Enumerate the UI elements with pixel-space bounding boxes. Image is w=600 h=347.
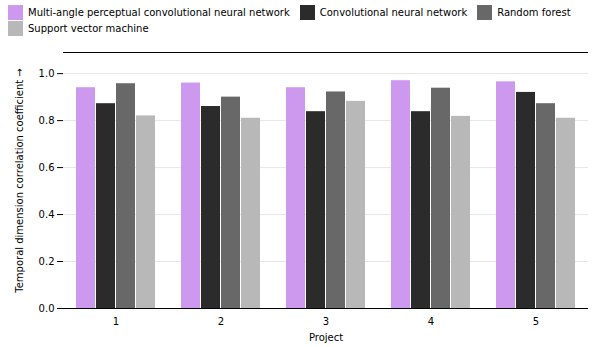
svg-text:5: 5 [533,316,539,327]
html-text:Convolutional neural network: Convolutional neural network [319,6,468,18]
svg-text:Temporal dimension correlation: Temporal dimension correlation coefficie… [14,68,25,293]
svg-text:0.8: 0.8 [39,115,55,126]
svg-text:1.0: 1.0 [39,68,55,79]
html-text:Random forest: Random forest [497,6,571,18]
svg-text:Project: Project [309,332,343,343]
svg-text:2: 2 [218,316,224,327]
svg-text:0.2: 0.2 [39,256,55,267]
svg-text:4: 4 [428,316,434,327]
html-text:Multi-angle perceptual convolu: Multi-angle perceptual convolutional neu… [28,6,290,18]
svg-text:0.4: 0.4 [39,209,55,220]
svg-text:0.6: 0.6 [39,162,55,173]
svg-text:0.0: 0.0 [39,303,55,314]
html-text:Support vector machine: Support vector machine [28,23,149,35]
svg-text:3: 3 [323,316,329,327]
svg-text:1: 1 [113,316,119,327]
